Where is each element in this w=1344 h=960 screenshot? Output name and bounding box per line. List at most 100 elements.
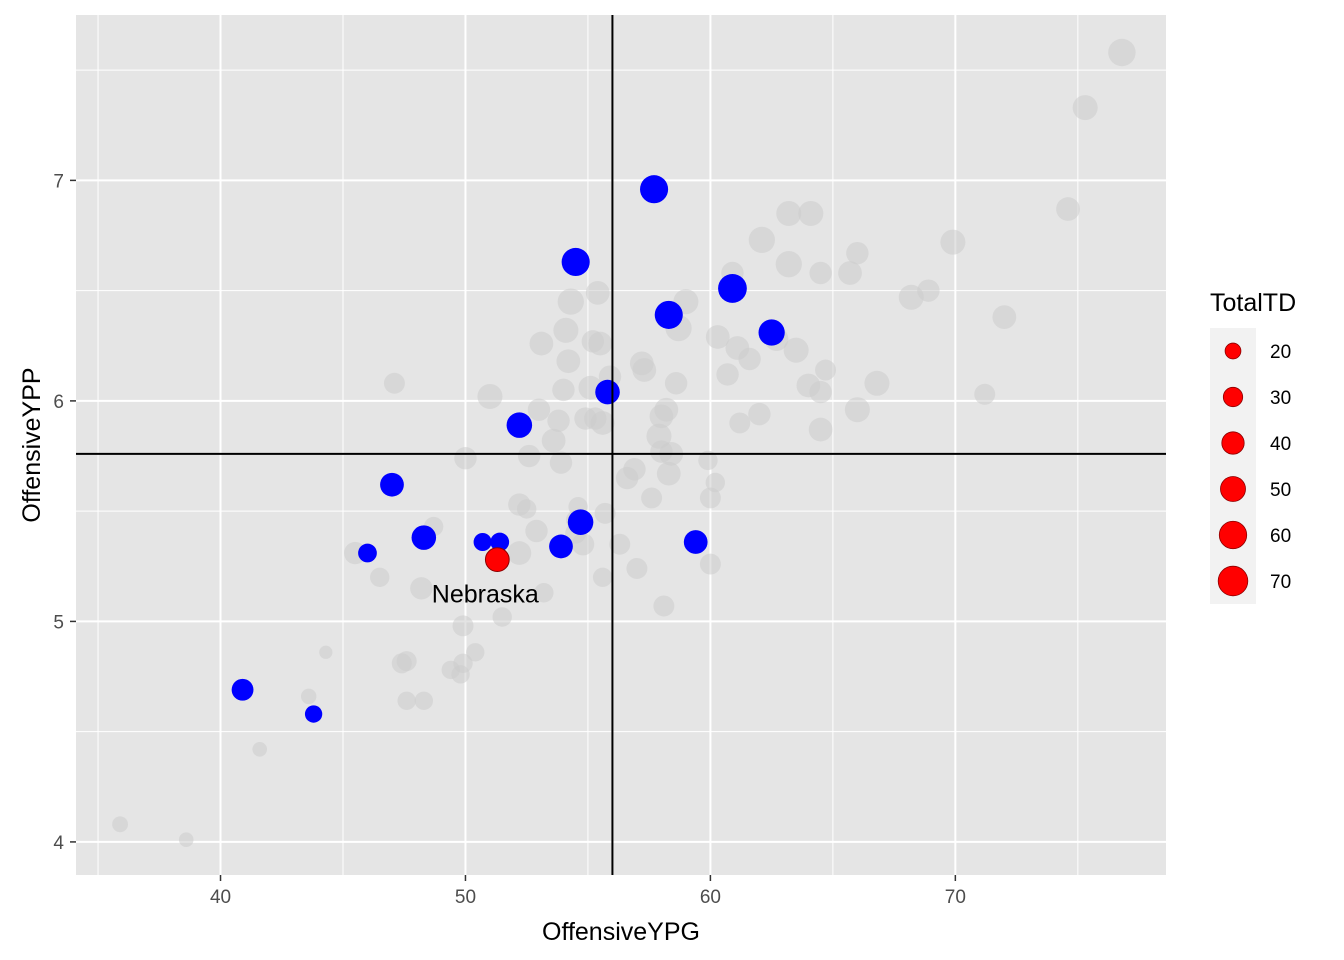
legend-label: 50 — [1270, 480, 1291, 501]
point-other — [940, 229, 966, 255]
x-axis: 40 50 60 70 — [210, 875, 966, 908]
point-other — [992, 305, 1017, 329]
point-other — [632, 358, 657, 382]
point-other — [699, 553, 721, 575]
point-other — [552, 378, 575, 402]
point-other — [641, 487, 663, 509]
y-tick-label: 5 — [53, 612, 64, 633]
point-highlight — [758, 319, 785, 346]
point-other — [664, 372, 688, 395]
point-other — [748, 402, 771, 426]
x-tick-label: 70 — [945, 887, 966, 908]
point-other — [553, 317, 579, 343]
point-other — [588, 331, 613, 356]
point-other — [1072, 95, 1098, 121]
point-focus — [484, 547, 510, 573]
point-other — [783, 337, 809, 363]
point-other — [815, 359, 837, 381]
point-other — [370, 567, 390, 588]
point-other — [477, 383, 503, 410]
point-highlight — [304, 705, 323, 723]
point-other — [775, 251, 802, 278]
point-other — [716, 363, 739, 386]
point-other — [594, 502, 616, 524]
point-other — [809, 380, 832, 404]
legend-key-point — [1224, 342, 1242, 360]
point-other — [738, 347, 761, 371]
point-highlight — [567, 509, 594, 535]
point-other — [397, 691, 416, 710]
point-other — [178, 832, 194, 848]
point-highlight — [561, 247, 590, 277]
point-other — [517, 444, 541, 468]
point-other — [396, 651, 417, 672]
point-other — [516, 499, 537, 519]
point-other — [623, 458, 646, 481]
grid-major — [76, 15, 1166, 875]
point-other — [917, 279, 940, 302]
x-tick-label: 40 — [210, 887, 231, 908]
legend-title: TotalTD — [1210, 289, 1296, 317]
legend-key-point — [1217, 565, 1249, 597]
point-other — [527, 398, 551, 421]
point-other — [410, 577, 433, 600]
point-other — [492, 607, 512, 627]
legend-key-background — [1210, 328, 1256, 604]
point-highlight — [490, 532, 510, 552]
legend-label: 30 — [1270, 388, 1291, 409]
point-other — [319, 645, 333, 659]
point-highlight — [654, 300, 683, 329]
points-other — [112, 38, 1136, 848]
x-tick-label: 60 — [700, 887, 721, 908]
legend-key-point — [1218, 520, 1248, 550]
point-highlight — [640, 175, 669, 204]
point-other — [1056, 197, 1080, 221]
point-other — [541, 428, 566, 453]
point-other — [656, 461, 681, 486]
point-other — [698, 450, 718, 471]
y-axis-title: OffensiveYPP — [18, 367, 46, 522]
point-other — [452, 615, 474, 637]
legend-label: 60 — [1270, 526, 1291, 547]
point-other — [776, 200, 802, 226]
point-other — [112, 816, 129, 833]
grid-minor — [76, 15, 1166, 875]
point-other — [453, 653, 473, 674]
point-other — [547, 409, 570, 432]
point-other — [585, 280, 610, 305]
point-other — [705, 472, 726, 493]
point-other — [653, 595, 675, 617]
point-other — [556, 349, 581, 374]
point-other — [846, 241, 869, 265]
point-other — [844, 397, 870, 423]
x-tick-label: 50 — [455, 887, 476, 908]
point-other — [729, 412, 751, 434]
point-highlight — [718, 274, 747, 303]
legend-label: 70 — [1270, 572, 1291, 593]
point-highlight — [473, 532, 492, 552]
point-highlight — [380, 472, 404, 497]
x-axis-title: OffensiveYPG — [542, 918, 700, 946]
legend-entries: 20 30 40 50 60 70 — [1217, 342, 1291, 597]
y-tick-label: 4 — [53, 833, 64, 854]
point-highlight — [549, 534, 573, 559]
points-focus — [484, 547, 510, 573]
point-other — [838, 261, 862, 285]
legend-label: 40 — [1270, 434, 1291, 455]
panel-background — [76, 15, 1166, 875]
point-other — [626, 558, 648, 579]
point-other — [1108, 38, 1136, 67]
point-other — [549, 451, 573, 474]
point-highlight — [411, 525, 437, 550]
point-other — [300, 688, 317, 705]
legend-key-point — [1220, 476, 1246, 502]
point-other — [609, 533, 631, 555]
point-other — [466, 643, 485, 662]
point-highlight — [683, 530, 708, 554]
point-other — [809, 261, 832, 285]
point-other — [414, 691, 434, 710]
point-other — [534, 583, 554, 603]
point-highlight — [506, 412, 533, 438]
point-other — [571, 533, 595, 556]
